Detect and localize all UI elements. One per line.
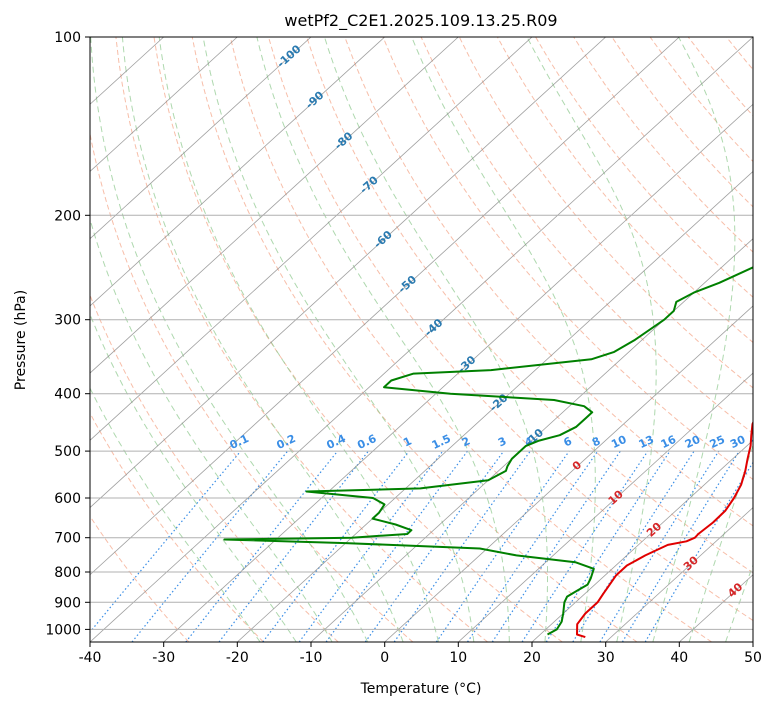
y-tick-label: 400 xyxy=(54,387,81,403)
x-tick-label: -10 xyxy=(300,650,323,666)
moist-adiabat-line xyxy=(121,37,404,642)
x-tick-label: 50 xyxy=(744,650,762,666)
y-tick-label: 300 xyxy=(54,313,81,329)
moist-adiabat-line xyxy=(324,37,548,642)
x-tick-label: 30 xyxy=(597,650,615,666)
isotherm-line xyxy=(90,37,238,172)
y-tick-label: 600 xyxy=(54,491,81,507)
x-tick-label: 20 xyxy=(523,650,541,666)
mixing-ratio-label: 30 xyxy=(728,433,748,451)
dry-adiabat-line xyxy=(382,37,753,481)
chart-title: wetPf2_C2E1.2025.109.13.25.R09 xyxy=(284,11,557,31)
moist-adiabat-line xyxy=(411,37,596,642)
isotherm-line xyxy=(458,372,753,642)
dewpoint-profile-line xyxy=(223,266,753,636)
isotherm-line xyxy=(90,37,753,642)
x-axis-label: Temperature (°C) xyxy=(360,681,482,697)
mixing-ratio-line xyxy=(298,450,444,642)
mixing-ratio-line xyxy=(364,450,505,642)
x-tick-label: -20 xyxy=(226,650,249,666)
y-tick-label: 900 xyxy=(54,595,81,611)
dry-adiabat-line xyxy=(306,37,753,574)
mixing-ratio-line xyxy=(467,450,599,642)
plot-area: 0.10.20.40.611.52346810131620253036-100-… xyxy=(90,37,753,642)
dry-adiabat-line xyxy=(229,37,712,642)
moist-adiabat-line xyxy=(90,37,369,642)
y-tick-label: 800 xyxy=(54,565,81,581)
isotherm-line xyxy=(90,37,680,576)
isotherm-line xyxy=(310,238,753,642)
temperature-profile-line xyxy=(576,420,753,639)
y-tick-label: 700 xyxy=(54,531,81,547)
x-axis-ticks: -40 -30 -20 -10 0 10 20 30 40 50 xyxy=(79,642,762,666)
isotherm-line xyxy=(90,37,533,441)
isotherm-line xyxy=(90,37,312,240)
mixing-ratio-label: 13 xyxy=(637,433,656,451)
dry-adiabat-line xyxy=(115,37,488,642)
mixing-ratio-line xyxy=(90,450,242,633)
y-tick-label: 200 xyxy=(54,208,81,224)
moist-adiabat-line xyxy=(652,37,736,642)
mixing-ratio-line xyxy=(521,450,649,642)
dry-adiabat-line xyxy=(90,412,264,642)
mixing-ratio-label: 10 xyxy=(609,433,629,451)
y-tick-label: 100 xyxy=(54,30,81,46)
dry-adiabat-line xyxy=(535,37,753,298)
isotherm-line xyxy=(90,37,385,307)
moist-adiabats xyxy=(90,37,753,642)
x-tick-label: 10 xyxy=(449,650,467,666)
y-tick-label: 1000 xyxy=(45,622,81,638)
x-tick-label: 0 xyxy=(380,650,389,666)
mixing-ratio-line xyxy=(262,450,410,642)
y-axis-label: Pressure (hPa) xyxy=(13,290,29,390)
profile-series xyxy=(223,266,753,639)
y-axis-ticks: 100 200 300 400 500 600 700 800 900 1000 xyxy=(45,30,90,638)
isotherm-line xyxy=(90,37,606,509)
mixing-ratio-line xyxy=(491,450,621,642)
isotherm-line xyxy=(605,507,753,642)
dry-adiabat-line xyxy=(268,37,753,622)
dry-adiabat-line xyxy=(153,37,563,642)
dry-adiabat-line xyxy=(191,37,638,642)
mixing-ratio-line xyxy=(545,450,671,642)
x-tick-label: -40 xyxy=(79,650,102,666)
isotherm-line xyxy=(237,170,753,642)
moist-adiabat-line xyxy=(90,387,261,642)
mixing-ratio-line xyxy=(644,461,753,642)
mixing-ratio-label: 25 xyxy=(708,433,727,451)
moist-adiabat-line xyxy=(725,563,753,642)
mixing-ratio-line xyxy=(131,450,289,642)
mixing-ratio-line xyxy=(325,450,468,642)
isotherm-line xyxy=(90,37,459,374)
mixing-ratio-label: 16 xyxy=(659,433,679,451)
isotherm-line xyxy=(531,439,753,642)
dry-adiabat-line xyxy=(420,37,753,435)
mixing-ratio-label: 20 xyxy=(683,433,703,451)
plot-frame xyxy=(89,36,754,643)
moist-adiabat-line xyxy=(256,37,510,642)
x-tick-label: 40 xyxy=(670,650,688,666)
moist-adiabat-line xyxy=(158,37,439,642)
mixing-ratio-line xyxy=(435,450,570,642)
y-tick-label: 500 xyxy=(54,444,81,460)
isotherm-line xyxy=(384,305,753,642)
pressure-gridlines xyxy=(90,37,753,630)
dry-adiabat-line xyxy=(496,37,753,344)
moist-adiabat-line xyxy=(90,217,333,642)
mixing-ratio-line xyxy=(393,450,531,642)
x-tick-label: -30 xyxy=(152,650,175,666)
moist-adiabat-line xyxy=(90,313,297,642)
